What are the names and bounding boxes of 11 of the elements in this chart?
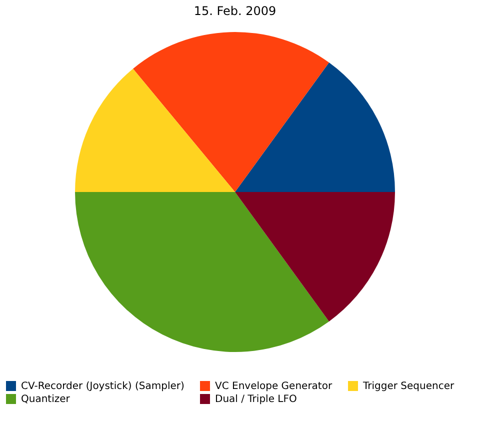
pie-slice (235, 62, 395, 192)
legend-label: VC Envelope Generator (215, 381, 333, 392)
legend-label: Quantizer (21, 394, 71, 405)
chart-title: 15. Feb. 2009 (194, 4, 276, 18)
pie-slice (133, 32, 330, 192)
pie-slice (75, 192, 330, 352)
legend-label: Dual / Triple LFO (215, 394, 297, 405)
pie-slice (235, 192, 395, 322)
pie-slice (75, 68, 235, 192)
legend-label: CV-Recorder (Joystick) (Sampler) (21, 381, 185, 392)
legend-label: Trigger Sequencer (362, 381, 455, 392)
